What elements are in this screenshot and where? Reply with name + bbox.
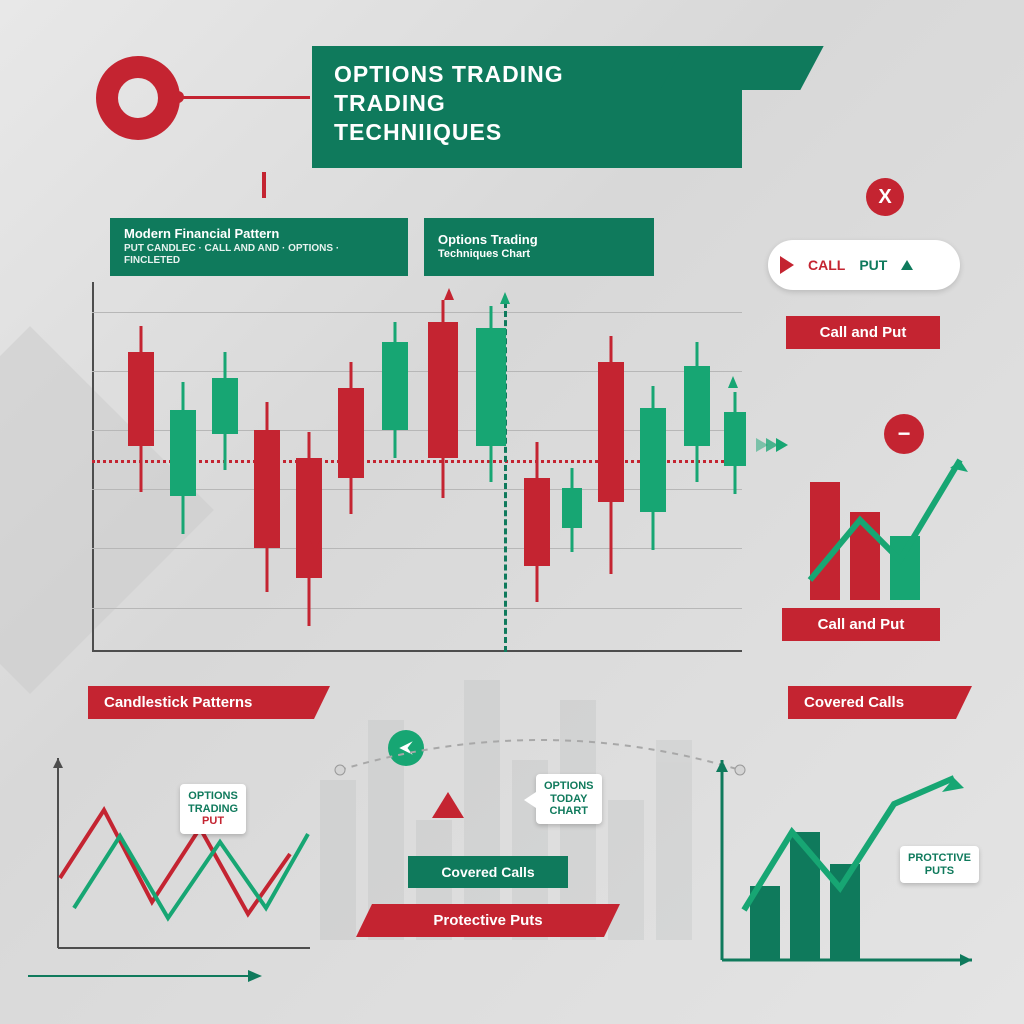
chart-y-axis [92,282,94,652]
chevron-row-icon [756,438,786,452]
subheader-left: Modern Financial Pattern PUT CANDLEC · C… [110,218,408,276]
subheader-right-row2: Techniques Chart [438,248,640,262]
minus-badge-icon[interactable]: − [884,414,924,454]
subheader-left-row1: Modern Financial Pattern [124,226,394,242]
covered-calls-label-right: Covered Calls [788,686,956,719]
protective-puts-tag: PROTCTIVEPUTS [900,846,979,883]
play-icon [780,256,794,274]
title-line-1: OPTIONS TRADING [334,60,720,89]
subheader-left-row2: PUT CANDLEC · CALL AND AND · OPTIONS · F… [124,243,394,268]
protective-puts-label: Protective Puts [372,904,604,937]
call-put-pill[interactable]: CALL PUT [768,240,960,290]
call-put-label-bottom: Call and Put [782,608,940,641]
close-badge-icon[interactable]: X [866,178,904,216]
baseline-arrow-icon [28,966,268,986]
title-line-2: TRADING [334,89,720,118]
title-banner: OPTIONS TRADING TRADING TECHNIIQUES [312,46,742,168]
title-line-3: TECHNIIQUES [334,118,720,147]
chevron-up-icon [901,260,913,270]
subheader-right: Options Trading Techniques Chart [424,218,654,276]
logo-ring-icon [96,56,180,140]
covered-calls-label-center: Covered Calls [408,856,568,888]
pill-put-label: PUT [859,257,887,273]
pill-call-label: CALL [808,257,845,273]
mini-bar-chart-top [810,470,930,600]
subheader-right-row1: Options Trading [438,232,640,248]
options-today-chart-tag: OPTIONSTODAYCHART [536,774,602,824]
tick-mark-icon [262,172,266,198]
candlestick-chart [92,282,742,652]
call-put-label-top: Call and Put [786,316,940,349]
triangle-up-icon [432,792,464,818]
logo-connector [180,96,310,99]
candlestick-patterns-label: Candlestick Patterns [88,686,314,719]
options-trading-put-tag: OPTIONSTRADINGPUT [180,784,246,834]
